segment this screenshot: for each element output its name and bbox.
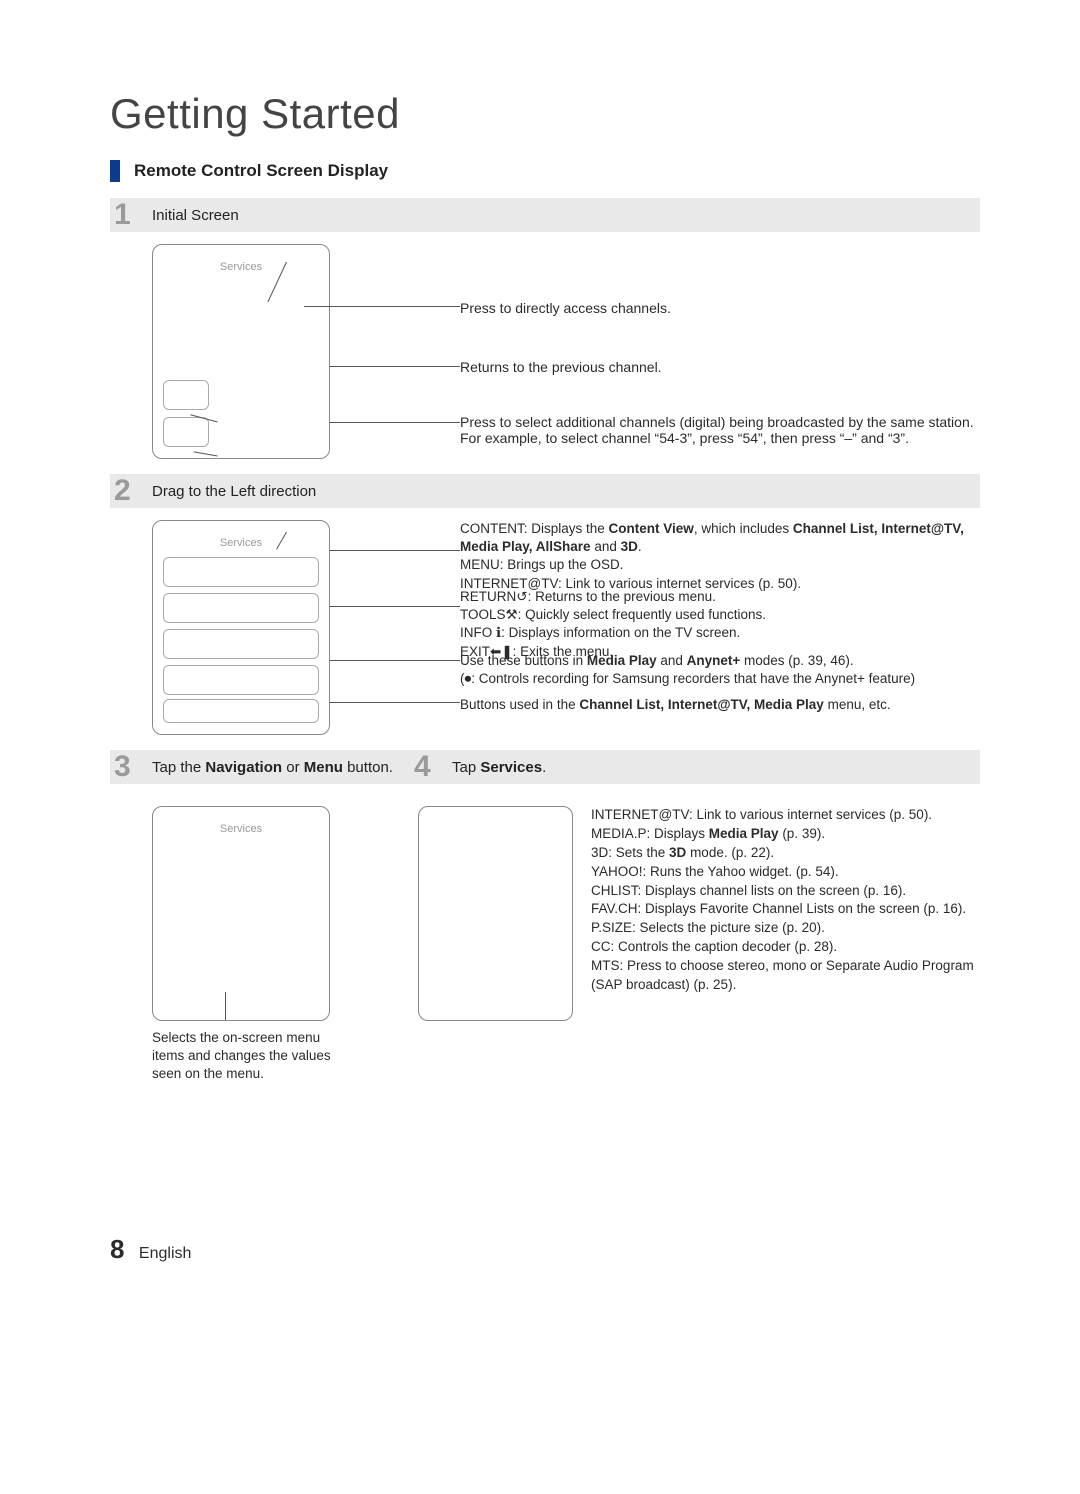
step-34-bars: 3 Tap the Navigation or Menu button. 4 T… xyxy=(110,750,980,796)
remote-screen-1: Services xyxy=(152,244,330,459)
screen-2-row-5 xyxy=(163,699,319,723)
step-4-label: Tap Services. xyxy=(452,759,546,776)
remote-screen-3: Services xyxy=(152,806,330,1021)
step-3-caption: Selects the on-screen menu items and cha… xyxy=(152,1029,332,1084)
step-2-bar: 2 Drag to the Left direction xyxy=(110,474,980,508)
step-1-body: Services Press to directly access channe… xyxy=(110,244,980,474)
step-3-column: Services Selects the on-screen menu item… xyxy=(110,806,410,1084)
remote-screen-4 xyxy=(418,806,573,1021)
screen-2-row-4 xyxy=(163,665,319,695)
step-1-label: Initial Screen xyxy=(152,207,239,224)
screen-1-box-a xyxy=(163,380,209,410)
remote-screen-2: Services xyxy=(152,520,330,735)
screen-2-row-3 xyxy=(163,629,319,659)
step-4-text: INTERNET@TV: Link to various internet se… xyxy=(591,806,980,1021)
step-2-block-1: CONTENT: Displays the Content View, whic… xyxy=(460,520,980,593)
step-34-body: Services Selects the on-screen menu item… xyxy=(110,806,980,1084)
step-2-block-3: Use these buttons in Media Play and Anyn… xyxy=(460,652,980,688)
step-4-bar: 4 Tap Services. xyxy=(410,750,980,784)
accent-bar xyxy=(110,160,120,182)
screen-1-box-b xyxy=(163,417,209,447)
screen-2-row-2 xyxy=(163,593,319,623)
page-language: English xyxy=(139,1245,191,1262)
step-3-number: 3 xyxy=(110,750,152,784)
section-title: Remote Control Screen Display xyxy=(134,161,388,181)
page-title: Getting Started xyxy=(110,90,980,138)
step-2-block-2: RETURN↺: Returns to the previous menu. T… xyxy=(460,588,980,661)
page-footer: 8 English xyxy=(110,1234,980,1265)
step-2-body: Services CONTENT: Displays the Content V… xyxy=(110,520,980,750)
step-1-number: 1 xyxy=(110,198,152,232)
step-1-callout-2: Returns to the previous channel. xyxy=(460,359,662,375)
step-4-column: INTERNET@TV: Link to various internet se… xyxy=(410,806,980,1084)
step-4-number: 4 xyxy=(410,750,452,784)
screen-2-services-label: Services xyxy=(153,537,329,549)
step-2-number: 2 xyxy=(110,474,152,508)
screen-2-row-1 xyxy=(163,557,319,587)
screen-3-services-label: Services xyxy=(153,823,329,835)
step-3-label: Tap the Navigation or Menu button. xyxy=(152,759,393,776)
step-2-label: Drag to the Left direction xyxy=(152,483,316,500)
step-1-callout-3: Press to select additional channels (dig… xyxy=(460,414,980,446)
page-number: 8 xyxy=(110,1234,124,1264)
step-3-bar: 3 Tap the Navigation or Menu button. xyxy=(110,750,410,784)
step-2-block-4: Buttons used in the Channel List, Intern… xyxy=(460,696,980,714)
section-header: Remote Control Screen Display xyxy=(110,160,980,182)
return-icon: ↺ xyxy=(516,589,527,604)
tools-icon: ⚒ xyxy=(506,607,518,622)
step-1-bar: 1 Initial Screen xyxy=(110,198,980,232)
screen-1-services-label: Services xyxy=(153,261,329,273)
step-1-callout-1: Press to directly access channels. xyxy=(460,300,671,316)
